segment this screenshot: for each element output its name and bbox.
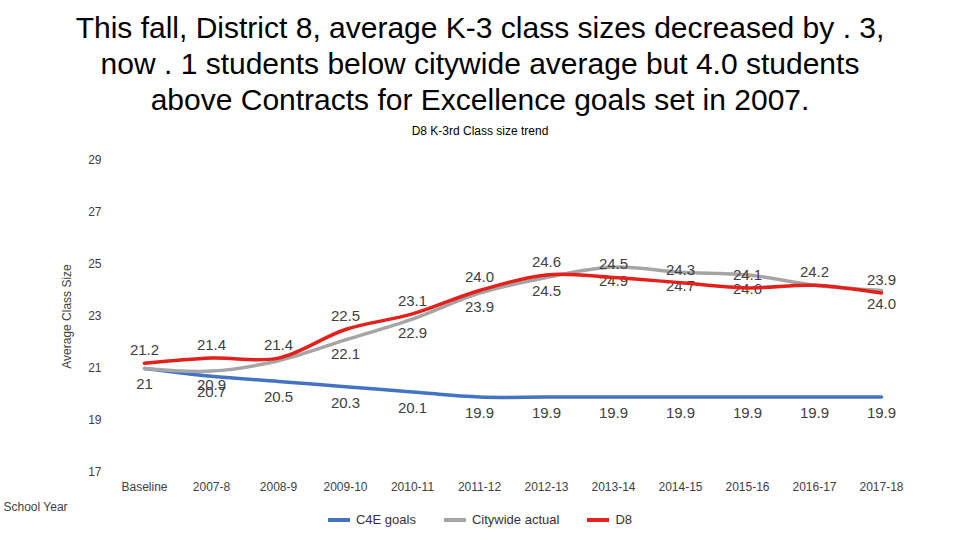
svg-text:2016-17: 2016-17 (792, 480, 836, 494)
svg-text:2013-14: 2013-14 (591, 480, 635, 494)
svg-text:23.1: 23.1 (398, 292, 427, 309)
svg-text:24.5: 24.5 (599, 255, 628, 272)
svg-text:21: 21 (88, 361, 102, 375)
svg-text:22.1: 22.1 (331, 345, 360, 362)
svg-text:22.9: 22.9 (398, 324, 427, 341)
svg-text:24.2: 24.2 (800, 263, 829, 280)
svg-text:24.7: 24.7 (666, 277, 695, 294)
svg-text:22.5: 22.5 (331, 307, 360, 324)
svg-text:Average Class Size: Average Class Size (60, 264, 74, 369)
svg-text:2009-10: 2009-10 (323, 480, 367, 494)
svg-text:19.9: 19.9 (867, 404, 896, 421)
svg-text:2011-12: 2011-12 (458, 480, 501, 494)
svg-text:24.1: 24.1 (733, 266, 762, 283)
svg-text:2015-16: 2015-16 (725, 480, 769, 494)
svg-text:Baseline: Baseline (121, 480, 167, 494)
svg-text:23: 23 (88, 309, 102, 323)
svg-text:20.3: 20.3 (331, 394, 360, 411)
svg-text:24.6: 24.6 (532, 253, 561, 270)
html-text:This fall, District 8, average: This fall, District 8, average K-3 class… (75, 11, 885, 116)
svg-text:19.9: 19.9 (800, 404, 829, 421)
svg-text:20.1: 20.1 (398, 399, 427, 416)
svg-text:2012-13: 2012-13 (524, 480, 568, 494)
svg-text:19.9: 19.9 (666, 404, 695, 421)
svg-text:21.2: 21.2 (130, 341, 159, 358)
svg-text:24.3: 24.3 (666, 261, 695, 278)
html-text:D8 K-3rd Class size trend: D8 K-3rd Class size trend (411, 124, 549, 138)
svg-text:2008-9: 2008-9 (260, 480, 298, 494)
svg-text:24.5: 24.5 (532, 282, 561, 299)
svg-text:19.9: 19.9 (532, 404, 561, 421)
svg-text:23.9: 23.9 (867, 271, 896, 288)
svg-text:2010-11: 2010-11 (391, 480, 434, 494)
svg-text:21.4: 21.4 (197, 336, 226, 353)
svg-text:29: 29 (88, 153, 102, 167)
svg-text:19.9: 19.9 (465, 404, 494, 421)
html-text:D8: D8 (615, 512, 632, 527)
svg-text:17: 17 (88, 465, 102, 479)
svg-text:2017-18: 2017-18 (859, 480, 903, 494)
svg-text:24.0: 24.0 (465, 268, 494, 285)
svg-text:21: 21 (136, 375, 153, 392)
html-text:Citywide actual: Citywide actual (472, 512, 560, 527)
svg-text:24.9: 24.9 (599, 272, 628, 289)
svg-text:19.9: 19.9 (599, 404, 628, 421)
svg-text:25: 25 (88, 257, 102, 271)
svg-text:2007-8: 2007-8 (193, 480, 231, 494)
svg-text:19.9: 19.9 (733, 404, 762, 421)
svg-text:20.5: 20.5 (264, 388, 293, 405)
svg-text:20.9: 20.9 (197, 376, 226, 393)
svg-text:2014-15: 2014-15 (658, 480, 702, 494)
svg-text:23.9: 23.9 (465, 298, 494, 315)
svg-text:24.0: 24.0 (867, 295, 896, 312)
html-text:C4E goals: C4E goals (356, 512, 416, 527)
svg-text:19: 19 (88, 413, 102, 427)
svg-text:27: 27 (88, 205, 102, 219)
svg-text:School Year: School Year (4, 500, 68, 514)
svg-text:21.4: 21.4 (264, 336, 293, 353)
